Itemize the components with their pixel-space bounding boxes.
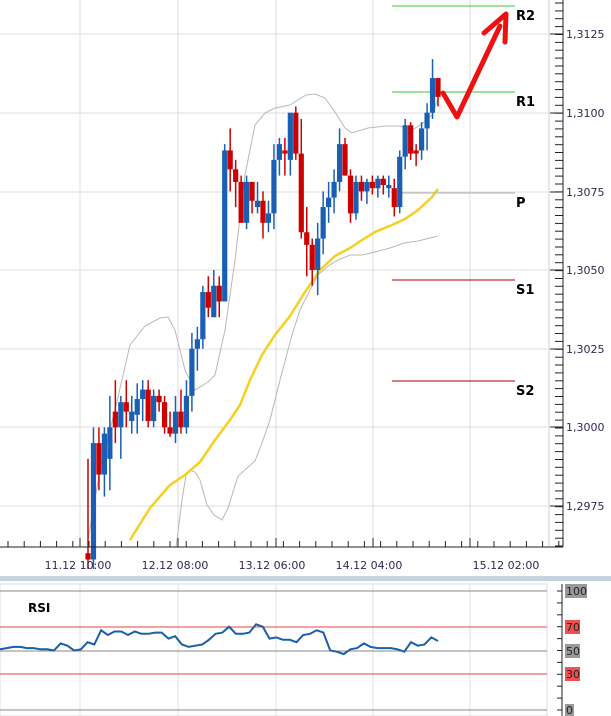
time-label-5: 15.12 02:00 bbox=[473, 559, 540, 572]
price-label-1.3050: 1,3050 bbox=[566, 264, 605, 277]
rsi-tick-70: 70 bbox=[566, 621, 580, 634]
level-label-s1: S1 bbox=[516, 283, 534, 298]
level-label-r2: R2 bbox=[516, 9, 535, 24]
rsi-series-line bbox=[0, 623, 439, 656]
rsi-tick-100: 100 bbox=[566, 585, 587, 598]
level-label-p: P bbox=[516, 196, 526, 211]
time-label-3: 13.12 06:00 bbox=[239, 559, 306, 572]
price-label-1.3025: 1,3025 bbox=[566, 343, 605, 356]
moving-average-line bbox=[128, 188, 439, 541]
price-axis: 1,3125 1,3100 1,3075 1,3050 1,3025 1,300… bbox=[548, 0, 605, 547]
time-label-2: 12.12 08:00 bbox=[142, 559, 209, 572]
price-grid bbox=[0, 0, 549, 547]
time-label-1: 11.12 10:00 bbox=[45, 559, 112, 572]
price-label-1.2975: 1,2975 bbox=[566, 500, 605, 513]
rsi-tick-30: 30 bbox=[566, 668, 580, 681]
time-axis: 11.12 10:00 12.12 08:00 13.12 06:00 14.1… bbox=[0, 538, 563, 572]
level-label-r1: R1 bbox=[516, 95, 535, 110]
pane-splitter[interactable] bbox=[0, 576, 611, 581]
bollinger-bands bbox=[87, 93, 439, 549]
price-label-1.3125: 1,3125 bbox=[566, 28, 605, 41]
rsi-tick-50: 50 bbox=[566, 645, 580, 658]
price-label-1.3075: 1,3075 bbox=[566, 186, 605, 199]
time-label-4: 14.12 04:00 bbox=[336, 559, 403, 572]
pivot-levels: R2 R1 P S1 S2 bbox=[392, 5, 535, 399]
rsi-title: RSI bbox=[28, 601, 50, 615]
price-label-1.3000: 1,3000 bbox=[566, 421, 605, 434]
level-label-s2: S2 bbox=[516, 384, 534, 399]
price-label-1.3100: 1,3100 bbox=[566, 107, 605, 120]
red-arrow-annotation bbox=[440, 11, 509, 120]
rsi-panel: RSI 100 70 50 30 0 bbox=[0, 583, 587, 716]
candlestick-series bbox=[85, 59, 441, 569]
rsi-tick-0: 0 bbox=[566, 704, 573, 716]
